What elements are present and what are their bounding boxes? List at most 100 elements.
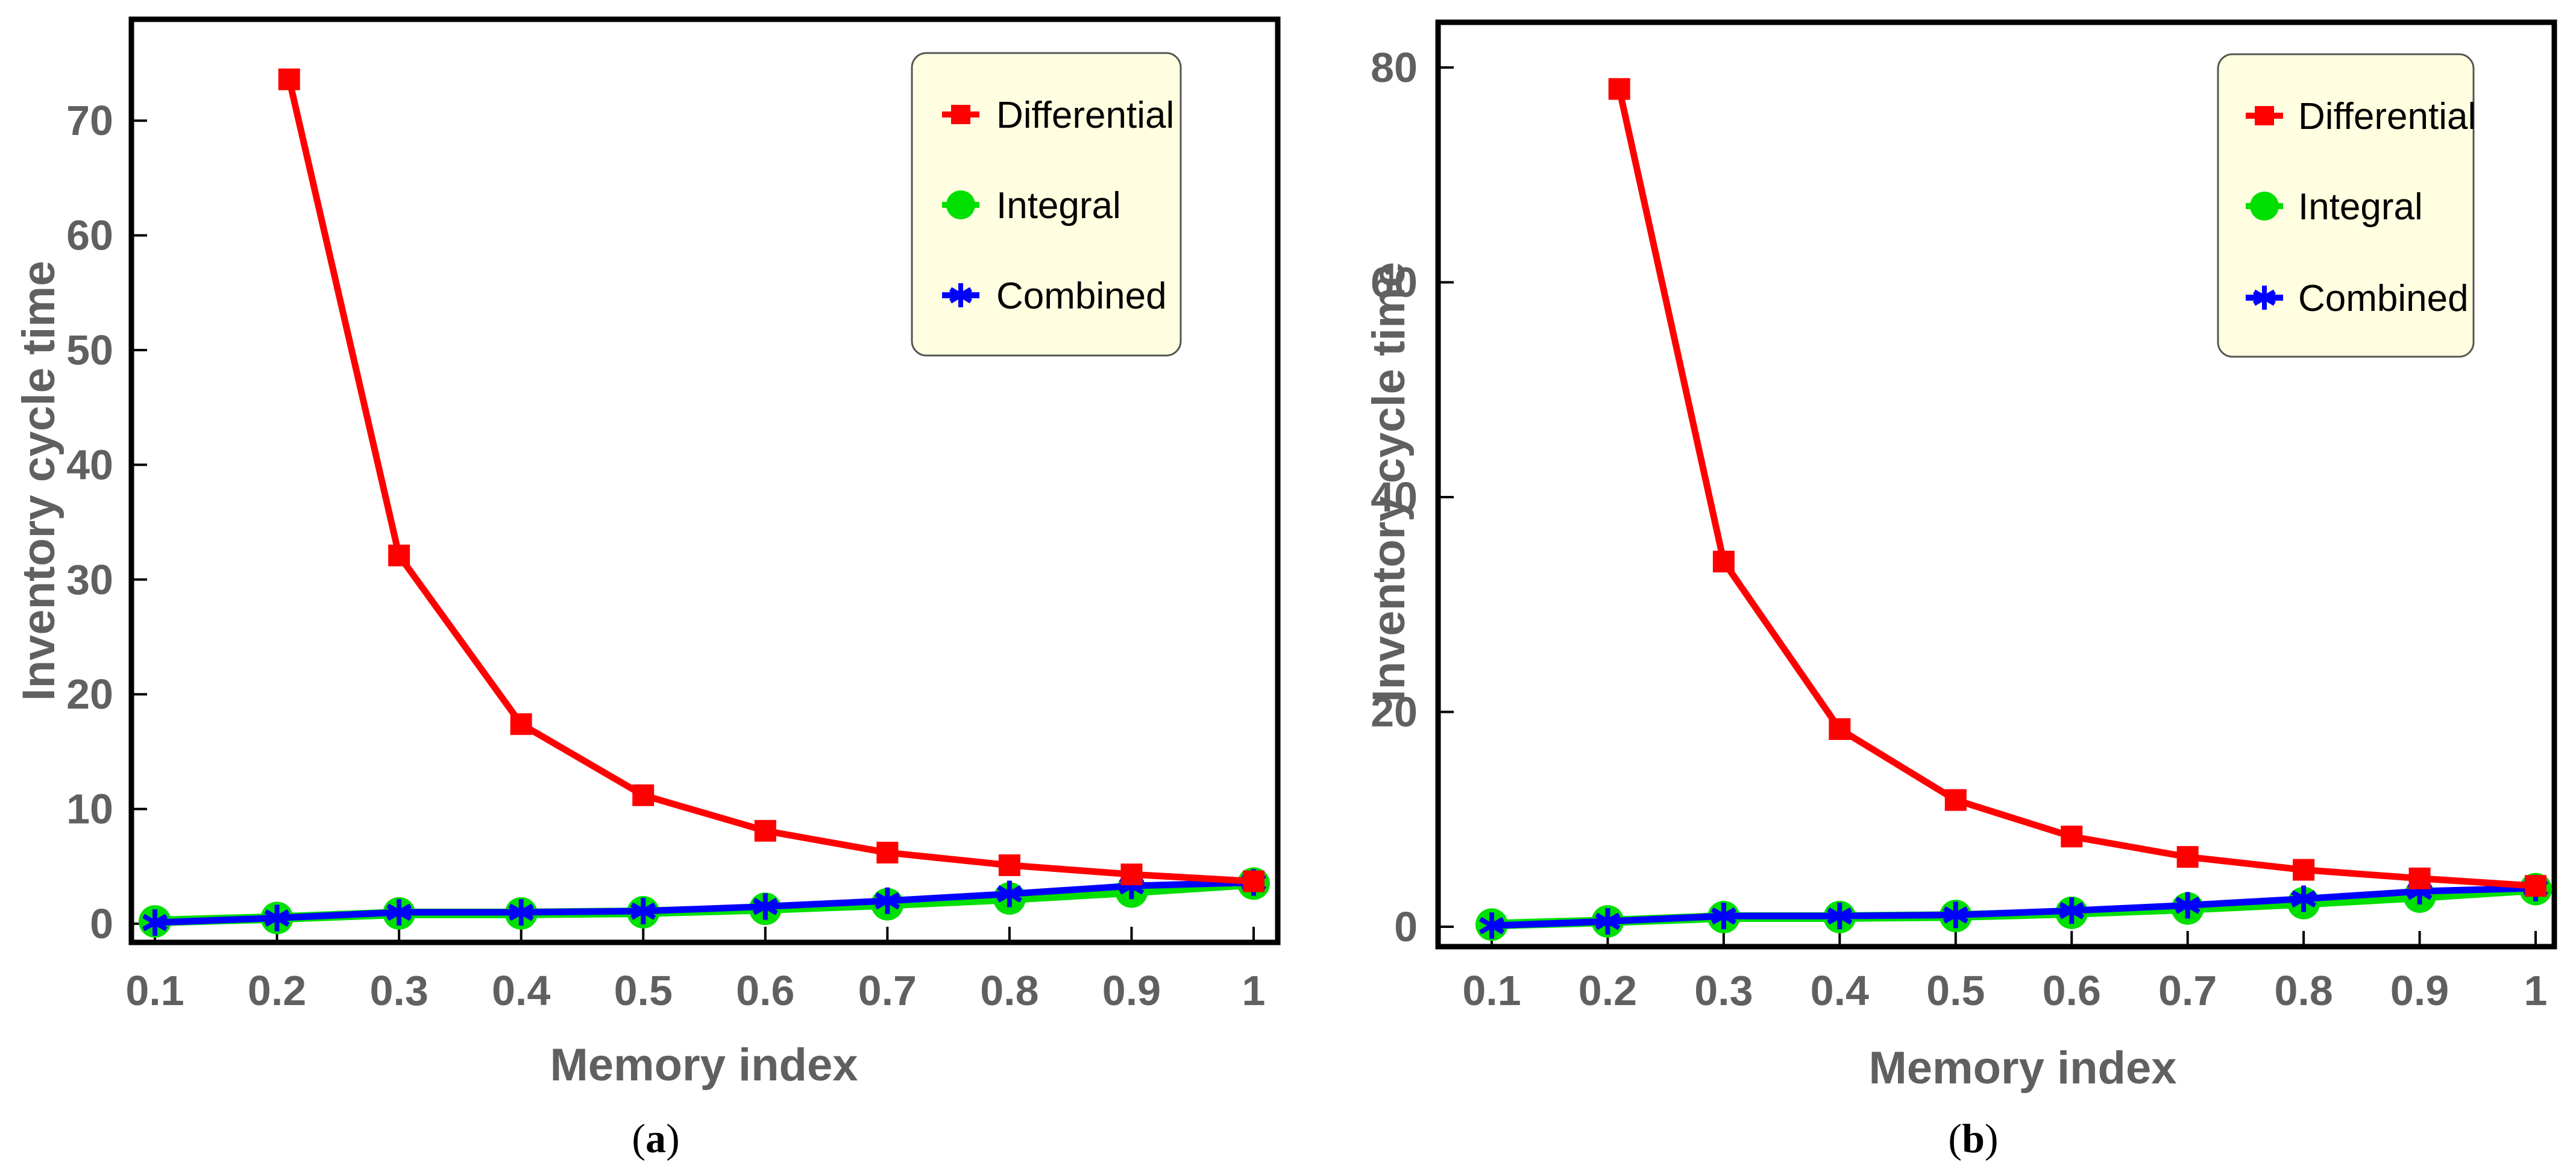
x-tick-label: 0.1: [125, 967, 184, 1014]
legend-entry-combined: Combined: [942, 275, 1167, 317]
y-tick-label: 50: [66, 327, 113, 374]
legend-entry-integral: Integral: [2246, 186, 2423, 228]
legend: Differential Integral Combined: [2217, 53, 2476, 358]
data-point-differential: [278, 68, 300, 90]
data-point-combined: [2059, 897, 2085, 924]
panel-label-letter: a: [646, 1115, 666, 1161]
y-tick-label: 60: [66, 212, 113, 259]
data-point-combined: [875, 887, 900, 914]
x-tick-label: 0.3: [1694, 967, 1753, 1014]
panel-label-open: (: [632, 1115, 646, 1161]
data-point-differential: [2061, 826, 2083, 848]
data-point-differential: [1712, 550, 1735, 572]
data-point-combined: [996, 880, 1022, 907]
y-tick-label: 40: [66, 441, 113, 488]
legend-entry-combined: Combined: [2246, 278, 2469, 319]
data-point-differential: [998, 854, 1020, 876]
x-tick-label: 0.9: [1102, 967, 1161, 1014]
legend-star-marker: [949, 283, 973, 307]
data-point-differential: [2176, 846, 2199, 868]
data-point-combined: [2291, 885, 2317, 912]
data-point-combined: [1711, 903, 1736, 930]
legend-label-integral: Integral: [996, 185, 1121, 227]
x-axis-label: Memory index: [1868, 1042, 2176, 1094]
data-point-combined: [142, 909, 168, 936]
x-tick-label: 0.3: [369, 967, 428, 1014]
series-layer: [139, 68, 1270, 938]
legend-star-marker: [2252, 286, 2276, 310]
x-tick-label: 0.8: [980, 967, 1038, 1014]
data-point-differential: [632, 784, 655, 806]
data-point-combined: [264, 904, 290, 932]
legend-label-combined: Combined: [996, 275, 1167, 317]
legend-box: [2217, 53, 2475, 358]
data-point-differential: [754, 819, 776, 842]
data-point-differential: [1243, 870, 1264, 892]
x-tick-label: 0.9: [2390, 967, 2449, 1014]
y-axis-label: Inventory cycle time: [13, 261, 64, 701]
legend-label-differential: Differential: [996, 95, 1174, 136]
y-tick-label: 0: [90, 900, 113, 947]
legend-square-marker: [951, 105, 970, 124]
data-point-combined: [752, 893, 778, 920]
x-tick-label: 1: [2524, 967, 2548, 1014]
legend: Differential Integral Combined: [911, 52, 1182, 357]
x-tick-label: 0.1: [1462, 967, 1521, 1014]
x-tick-label: 0.2: [1579, 967, 1637, 1014]
data-point-combined: [386, 898, 412, 926]
data-point-differential: [876, 841, 899, 863]
y-axis-label: Inventory cycle time: [1363, 262, 1415, 703]
panel-label-b: (b): [1948, 1115, 1998, 1161]
y-tick-label: 40: [1371, 474, 1418, 521]
y-tick-label: 30: [66, 556, 113, 603]
series-line-combined: [151, 879, 1257, 926]
x-tick-label: 0.2: [248, 967, 306, 1014]
y-tick-label: 70: [66, 97, 113, 144]
chart-panel-a: 0.1 0.2 0.3 0.4 0.5 0.6 0.7 0.8 0.9 1010203040506…: [13, 16, 1281, 1161]
y-tick-label: 80: [1371, 44, 1418, 91]
panel-label-close: ): [666, 1115, 680, 1161]
series-layer: [1475, 78, 2552, 941]
x-tick-label: 0.4: [1811, 967, 1869, 1014]
data-point-differential: [2408, 867, 2431, 889]
data-point-differential: [388, 544, 410, 566]
data-point-combined: [1943, 901, 1968, 929]
data-point-combined: [508, 898, 534, 926]
data-point-differential: [510, 713, 532, 735]
legend-circle-marker: [946, 190, 975, 219]
panel-label-letter: b: [1962, 1115, 1985, 1161]
x-tick-label: 0.6: [2043, 967, 2101, 1014]
data-point-differential: [2525, 875, 2546, 897]
x-tick-label: 0.4: [492, 967, 550, 1014]
x-tick-label: 0.5: [614, 967, 673, 1014]
legend-label-differential: Differential: [2298, 96, 2476, 137]
x-tick-label: 1: [1242, 967, 1266, 1014]
x-tick-label: 0.7: [858, 967, 917, 1014]
y-tick-label: 10: [66, 786, 113, 833]
data-point-combined: [1595, 908, 1621, 935]
y-tick-label: 20: [66, 671, 113, 718]
tick-layer: 0.1 0.2 0.3 0.4 0.5 0.6 0.7 0.8 0.9 1010203040506…: [66, 97, 1265, 1014]
data-point-differential: [1829, 718, 1851, 741]
x-axis-label: Memory index: [550, 1039, 858, 1091]
legend-circle-marker: [2250, 192, 2279, 221]
y-tick-label: 60: [1371, 259, 1418, 306]
x-tick-label: 0.7: [2158, 967, 2217, 1014]
chart-panel-b: 0.1 0.2 0.3 0.4 0.5 0.6 0.7 0.8 0.9 1 0 20 40 60 80 In…: [1363, 19, 2557, 1161]
series-line-combined: [1488, 885, 2539, 929]
legend-entry-differential: Differential: [2246, 96, 2476, 137]
x-tick-label: 0.6: [736, 967, 794, 1014]
y-tick-label: 20: [1371, 689, 1418, 736]
x-tick-label: 0.8: [2274, 967, 2333, 1014]
x-tick-label: 0.5: [1926, 967, 1985, 1014]
panel-label-open: (: [1948, 1115, 1962, 1161]
data-point-differential: [1944, 789, 1967, 811]
legend-label-integral: Integral: [2298, 186, 2423, 228]
legend-entry-integral: Integral: [942, 185, 1121, 227]
legend-box: [911, 52, 1182, 357]
data-point-combined: [630, 898, 656, 925]
legend-entry-differential: Differential: [942, 95, 1174, 136]
data-point-combined: [1827, 903, 1853, 930]
legend-label-combined: Combined: [2298, 278, 2469, 319]
